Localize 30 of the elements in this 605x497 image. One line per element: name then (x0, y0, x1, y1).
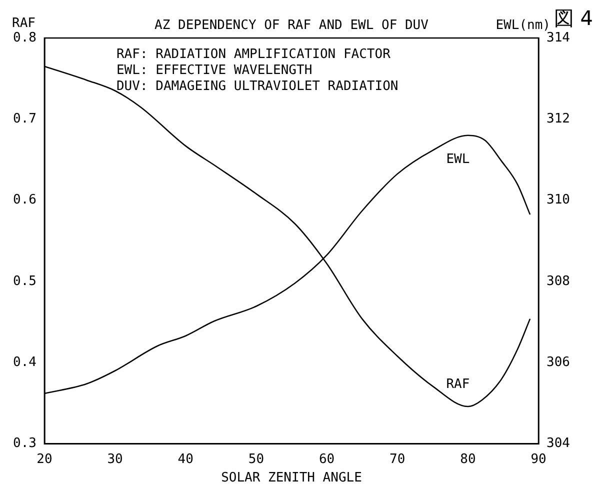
annotation: RAF: RADIATION AMPLIFICATION FACTOR (116, 46, 391, 62)
y2-axis-title: EWL(nm) (496, 18, 551, 33)
chart-title: AZ DEPENDENCY OF RAF AND EWL OF DUV (154, 18, 429, 33)
x-tick-label: 20 (36, 452, 52, 467)
y2-tick-label: 310 (546, 192, 570, 208)
x-tick-label: 30 (107, 452, 123, 467)
y2-tick-label: 312 (546, 112, 570, 127)
y2-tick-label: 314 (546, 30, 570, 46)
series-label: RAF (446, 376, 470, 392)
y-tick-label: 0.5 (12, 274, 36, 289)
series-label: EWL (446, 152, 470, 167)
annotation: DUV: DAMAGEING ULTRAVIOLET RADIATION (116, 78, 398, 94)
x-tick-label: 80 (460, 452, 476, 467)
y-tick-label: 0.8 (12, 30, 36, 46)
y-tick-label: 0.3 (12, 436, 36, 452)
y-tick-label: 0.4 (12, 355, 37, 370)
caption: 図 4 (554, 6, 593, 30)
x-tick-label: 90 (530, 452, 546, 467)
y2-tick-label: 306 (546, 355, 570, 370)
annotation: EWL: EFFECTIVE WAVELENGTH (116, 62, 312, 78)
x-tick-label: 40 (178, 452, 194, 467)
y2-tick-label: 304 (546, 436, 570, 452)
y-tick-label: 0.7 (12, 112, 36, 127)
y-tick-label: 0.6 (12, 192, 36, 208)
x-tick-label: 70 (390, 452, 406, 467)
y2-tick-label: 308 (546, 274, 570, 289)
y-axis-title: RAF (12, 16, 36, 31)
x-axis-title: SOLAR ZENITH ANGLE (221, 470, 362, 486)
x-tick-label: 50 (248, 452, 264, 467)
x-tick-label: 60 (318, 452, 335, 467)
